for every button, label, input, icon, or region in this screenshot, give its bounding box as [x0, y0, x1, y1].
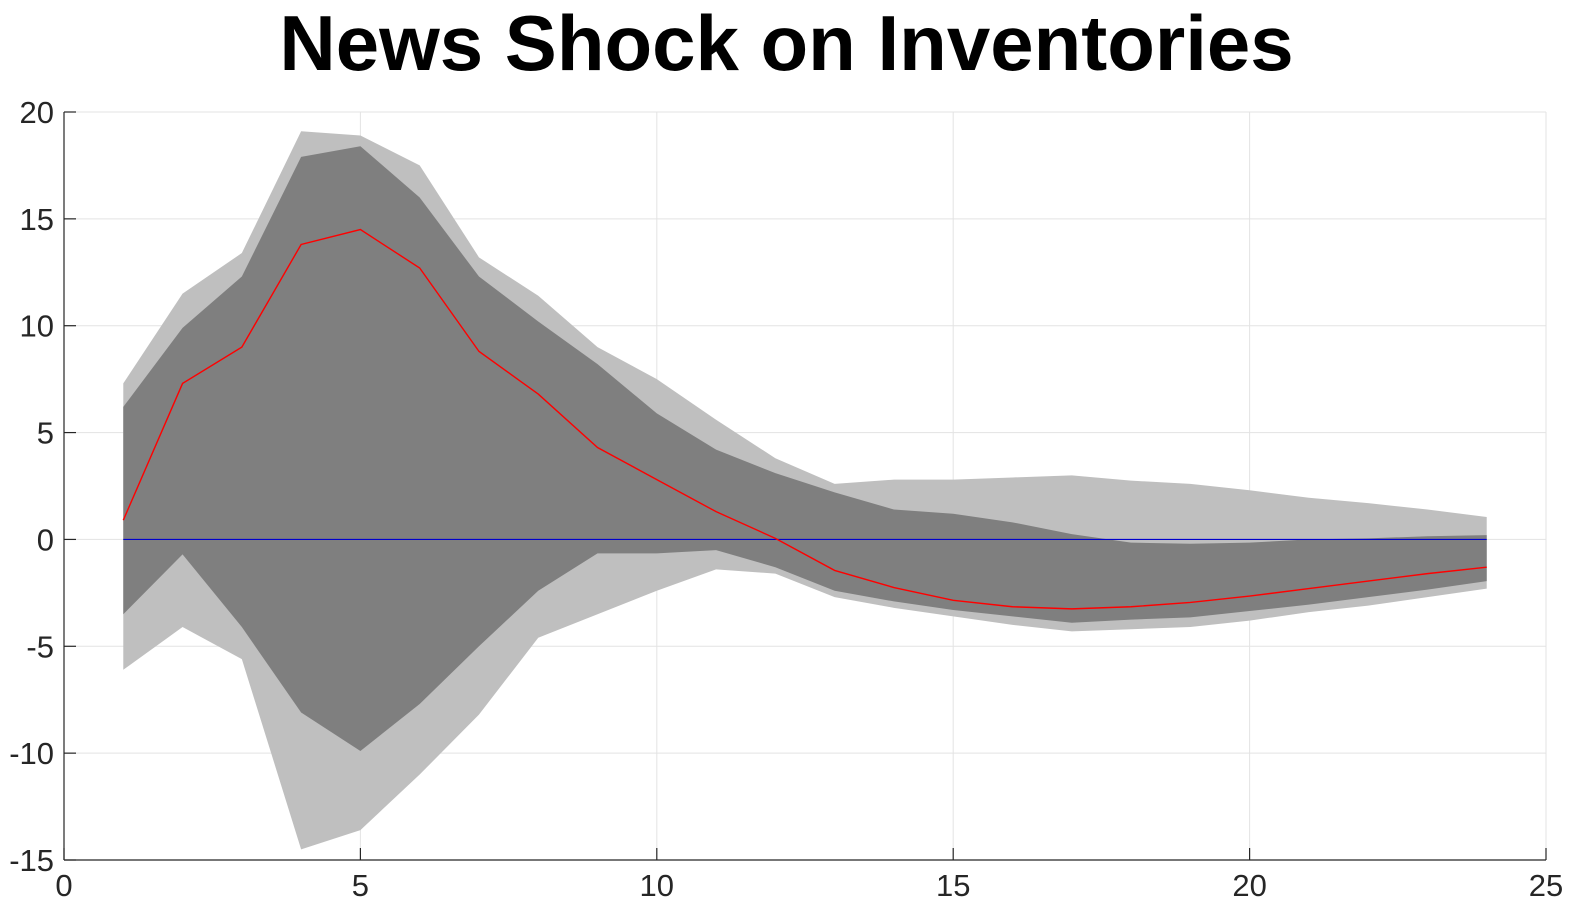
- chart-title: News Shock on Inventories: [279, 0, 1294, 87]
- y-tick-label-3: 0: [37, 522, 54, 557]
- y-tick-label-6: 15: [20, 202, 54, 237]
- y-tick-label-1: -10: [9, 736, 54, 771]
- x-tick-label-2: 10: [640, 868, 674, 903]
- x-tick-label-0: 0: [55, 868, 72, 903]
- x-tick-label-1: 5: [352, 868, 369, 903]
- y-tick-label-2: -5: [26, 629, 54, 664]
- y-tick-label-7: 20: [20, 95, 54, 130]
- median-response-line: [122, 228, 1487, 610]
- y-tick-label-5: 10: [20, 309, 54, 344]
- x-tick-label-5: 25: [1529, 868, 1563, 903]
- x-tick-label-4: 20: [1232, 868, 1266, 903]
- y-tick-label-0: -15: [9, 843, 54, 878]
- x-tick-label-3: 15: [936, 868, 970, 903]
- y-tick-label-4: 5: [37, 416, 54, 451]
- inner-confidence-band: [123, 146, 1487, 752]
